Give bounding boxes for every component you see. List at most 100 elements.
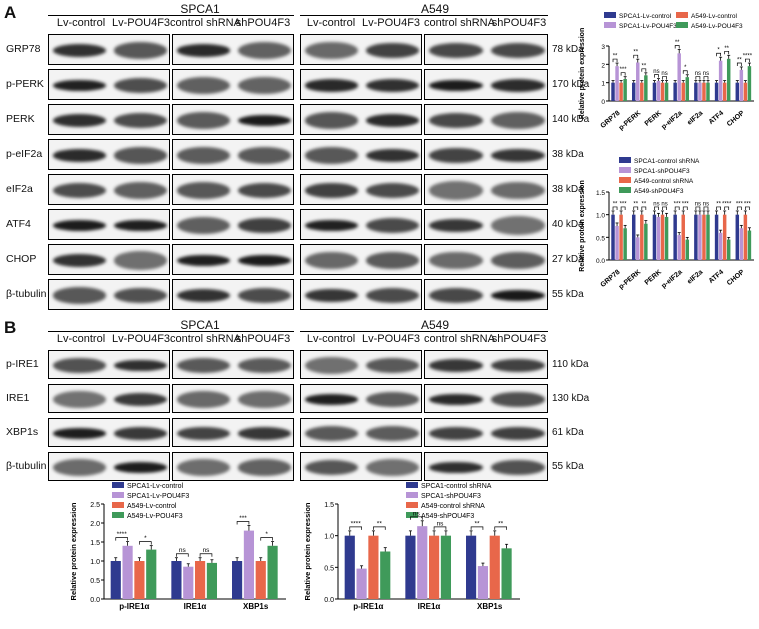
protein-band (366, 182, 419, 199)
blot-image (172, 418, 294, 447)
bar (677, 53, 681, 101)
blot-image (300, 139, 422, 170)
significance-label: ** (377, 520, 383, 527)
protein-band (53, 287, 106, 304)
significance-bracket (724, 206, 730, 210)
bar (714, 82, 719, 101)
bar (664, 82, 669, 101)
lane-label-lv-control: Lv-control (306, 333, 356, 345)
legend-label: A549-control shRNA (421, 503, 485, 510)
protein-band (429, 218, 483, 233)
significance-label: ** (716, 201, 721, 207)
category-label: eIF2a (686, 269, 704, 286)
blot-image (300, 452, 422, 481)
significance-bracket (349, 526, 362, 530)
blot-image (172, 279, 294, 310)
protein-band (366, 458, 419, 477)
blot-row-label: β-tubulin (6, 287, 47, 300)
category-label: p-PERK (618, 110, 642, 132)
bar (171, 561, 182, 599)
blot-image (300, 69, 422, 100)
blot-row-label: CHOP (6, 252, 37, 265)
significance-bracket (612, 206, 618, 210)
significance-bracket (410, 516, 423, 520)
protein-band (429, 181, 483, 200)
protein-band (177, 217, 230, 234)
protein-band (177, 289, 230, 302)
protein-band (238, 115, 291, 126)
blot-row-label: ATF4 (6, 217, 31, 230)
protein-band (491, 426, 545, 441)
y-tick-label: 0.0 (90, 597, 100, 604)
legend-label: SPCA1-Lv-control (619, 13, 672, 20)
molecular-weight-label: 27 kDa (552, 253, 584, 265)
protein-band (114, 112, 167, 129)
protein-band (491, 358, 545, 373)
legend-label: A549-shPOU4F3 (634, 188, 684, 195)
bar (706, 214, 710, 260)
molecular-weight-label: 130 kDa (552, 392, 590, 404)
bar (183, 566, 194, 599)
legend-swatch (604, 22, 616, 28)
lane-label-lv-pou4f3: Lv-POU4F3 (361, 333, 421, 345)
bar (636, 62, 640, 101)
significance-bracket (654, 206, 659, 210)
significance-label: ** (474, 520, 480, 527)
blot-image (172, 244, 294, 275)
bar (718, 232, 723, 260)
legend-swatch (619, 177, 631, 183)
bar (405, 535, 416, 599)
significance-bracket (662, 76, 667, 80)
protein-band (305, 41, 358, 60)
protein-band (366, 357, 419, 374)
significance-bracket (674, 206, 680, 210)
blot-image (48, 350, 170, 379)
significance-label: ** (633, 50, 638, 56)
blot-image (172, 350, 294, 379)
lane-label-lv-control: Lv-control (56, 17, 106, 29)
blot-row-label: β-tubulin (6, 459, 47, 472)
bar (255, 561, 266, 599)
significance-label: *** (620, 67, 628, 73)
protein-band (53, 182, 106, 199)
bar (735, 214, 740, 260)
blot-image (172, 452, 294, 481)
bar (619, 82, 623, 101)
category-label: IRE1α (184, 602, 207, 611)
blot-row-label: XBP1s (6, 425, 39, 438)
blot-image (48, 418, 170, 447)
significance-bracket (674, 45, 680, 49)
bar (702, 214, 706, 260)
significance-bracket (682, 70, 688, 74)
molecular-weight-label: 55 kDa (552, 288, 584, 300)
protein-band (429, 359, 483, 372)
y-tick-label: 1.5 (90, 540, 100, 547)
blot-image (172, 209, 294, 240)
significance-label: ns (695, 71, 701, 77)
blot-image (424, 384, 548, 413)
protein-band (429, 461, 483, 474)
bar (631, 82, 636, 101)
legend-swatch (406, 502, 418, 508)
blot-image (48, 139, 170, 170)
blot-image (48, 174, 170, 205)
protein-band (491, 112, 545, 129)
protein-band (177, 391, 230, 408)
significance-bracket (654, 74, 659, 78)
blot-image (424, 452, 548, 481)
legend-label: A549-control shRNA (634, 178, 694, 185)
legend-label: SPCA1-control shRNA (634, 158, 700, 165)
protein-band (429, 113, 483, 128)
significance-bracket (724, 50, 730, 55)
bar-chart-a-overexpression: SPCA1-Lv-control A549-Lv-control SPCA1-Lv-… (579, 12, 754, 132)
bar (743, 214, 748, 260)
y-tick-label: 0.5 (596, 235, 605, 242)
bar (694, 214, 698, 260)
bar (673, 214, 677, 260)
lane-label-shpou4f3: shPOU4F3 (491, 333, 547, 345)
blot-image (300, 279, 422, 310)
bar (739, 69, 744, 101)
legend-label: SPCA1-shPOU4F3 (421, 493, 481, 500)
protein-band (177, 459, 230, 476)
blot-image (300, 418, 422, 447)
